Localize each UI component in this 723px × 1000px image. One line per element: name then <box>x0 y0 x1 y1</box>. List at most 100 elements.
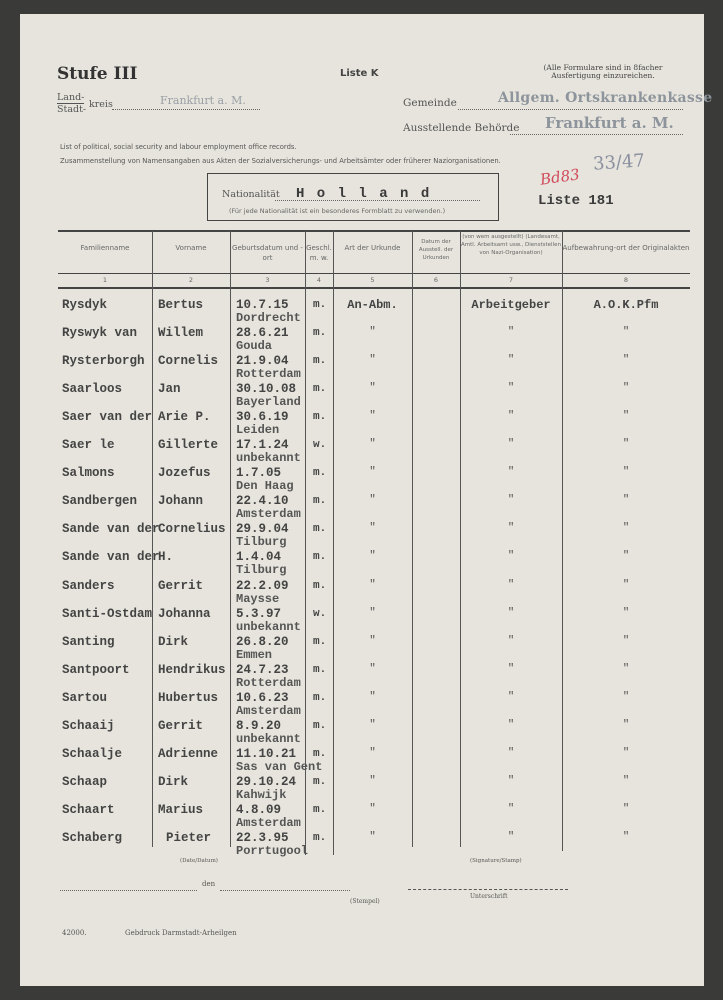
column-number: 7 <box>508 276 514 284</box>
column-number: 5 <box>370 276 375 284</box>
column-header: Geburtsdatum und -ort <box>232 244 303 262</box>
nationality-value: H o l l a n d <box>296 186 432 202</box>
behoerde-field <box>510 124 683 135</box>
document-type-cell: " <box>369 634 376 647</box>
date-line <box>220 884 350 891</box>
first-name-cell: Arie P. <box>158 410 211 425</box>
sex-cell: m. <box>313 523 327 536</box>
document-type-cell: " <box>369 382 376 395</box>
nationality-note: (Für jede Nationalität ist ein besondere… <box>229 207 446 215</box>
surname-cell: Santpoort <box>62 662 130 677</box>
date-caption: (Date/Datum) <box>180 858 218 864</box>
column-number: 8 <box>623 276 629 284</box>
document-type-cell: " <box>369 410 376 423</box>
issued-by-cell: " <box>507 802 515 815</box>
document-type-cell: " <box>369 494 376 507</box>
document-type-cell: " <box>369 522 376 535</box>
document-type-cell: " <box>369 690 376 703</box>
first-name-cell: Hubertus <box>158 690 219 705</box>
issued-by-cell: " <box>507 466 515 479</box>
document-type-cell: " <box>369 774 376 787</box>
storage-location-cell: " <box>622 466 630 479</box>
first-name-cell: Pieter <box>166 830 212 845</box>
surname-cell: Ryswyk van <box>62 326 138 341</box>
surname-cell: Schaalje <box>62 746 123 761</box>
column-divider <box>412 231 413 847</box>
storage-location-cell: " <box>622 690 630 703</box>
liste-k-label: Liste K <box>340 68 379 79</box>
sex-cell: m. <box>313 299 327 311</box>
birth-date-cell: 8.9.20 <box>236 718 282 733</box>
document-type-cell: " <box>369 802 376 815</box>
stempel-caption: (Stempel) <box>350 898 380 905</box>
surname-cell: Saer van der <box>62 410 153 425</box>
issued-by-cell: Arbeitgeber <box>471 298 551 312</box>
kreis-label: kreis <box>89 99 113 110</box>
first-name-cell: Johanna <box>158 606 211 621</box>
sex-cell: m. <box>313 551 327 564</box>
sex-cell: m. <box>313 327 327 340</box>
document-type-cell: " <box>369 550 376 563</box>
birth-place-cell: Amsterdam <box>236 507 301 522</box>
first-name-cell: Marius <box>158 802 204 817</box>
birth-date-cell: 21.9.04 <box>236 354 289 369</box>
surname-cell: Schaaij <box>62 718 115 733</box>
english-description: List of political, social security and l… <box>60 143 297 151</box>
sex-cell: m. <box>313 831 327 844</box>
document-type-cell: " <box>369 326 376 339</box>
storage-location-cell: " <box>622 802 630 815</box>
first-name-cell: Gillerte <box>158 438 219 453</box>
birth-place-cell: Dordrecht <box>236 311 301 325</box>
stadt-label: Stadt- <box>57 104 87 115</box>
surname-cell: Sande van der <box>62 550 160 565</box>
document-type-cell: " <box>369 354 376 367</box>
column-header: (von wem ausgestellt) (Landesamt, Amtl. … <box>461 234 561 256</box>
gemeinde-stamp: Allgem. Ortskrankenkasse <box>498 90 713 106</box>
storage-location-cell: " <box>622 382 630 395</box>
issued-by-cell: " <box>507 382 515 395</box>
first-name-cell: Jan <box>158 382 181 397</box>
sex-cell: m. <box>313 383 327 396</box>
document-type-cell: An-Abm. <box>347 298 398 312</box>
surname-cell: Salmons <box>62 466 115 481</box>
issued-by-cell: " <box>507 550 515 563</box>
storage-location-cell: " <box>622 550 630 563</box>
issued-by-cell: " <box>507 690 515 703</box>
first-name-cell: Cornelius <box>158 522 226 537</box>
storage-location-cell: " <box>622 326 630 339</box>
gemeinde-field <box>458 99 683 110</box>
den-label: den <box>202 880 216 888</box>
birth-place-cell: Sas van Gent <box>236 759 323 774</box>
numbers-rule <box>58 287 690 289</box>
unterschrift-caption: Unterschrift <box>470 893 508 900</box>
birth-date-cell: 10.7.15 <box>236 298 289 312</box>
first-name-cell: H. <box>158 550 174 565</box>
column-header: Art der Urkunde <box>344 244 401 252</box>
birth-place-cell: Emmen <box>236 647 273 662</box>
birth-place-cell: unbekannt <box>236 451 301 466</box>
birth-date-cell: 1.4.04 <box>236 550 282 565</box>
storage-location-cell: " <box>622 522 630 535</box>
storage-location-cell: " <box>622 438 630 451</box>
handwritten-number: 33/47 <box>592 150 646 175</box>
document-page <box>20 14 704 986</box>
german-description: Zusammenstellung von Namensangaben aus A… <box>60 157 501 165</box>
column-number: 6 <box>433 276 439 284</box>
first-name-cell: Dirk <box>158 774 189 789</box>
issued-by-cell: " <box>507 438 515 451</box>
storage-location-cell: A.O.K.Pfm <box>593 298 659 312</box>
birth-place-cell: Rotterdam <box>236 367 301 382</box>
signature-caption: (Signature/Stamp) <box>470 858 522 864</box>
issued-by-cell: " <box>507 662 515 675</box>
column-number: 4 <box>316 276 322 284</box>
issued-by-cell: " <box>507 774 515 787</box>
document-type-cell: " <box>369 830 376 843</box>
storage-location-cell: " <box>622 606 630 619</box>
document-type-cell: " <box>369 606 376 619</box>
issued-by-cell: " <box>507 718 515 731</box>
birth-place-cell: Bayerland <box>236 395 301 410</box>
form-number: 42000. <box>62 929 87 937</box>
surname-cell: Sartou <box>62 690 108 705</box>
birth-date-cell: 30.6.19 <box>236 410 289 425</box>
birth-date-cell: 24.7.23 <box>236 662 289 677</box>
